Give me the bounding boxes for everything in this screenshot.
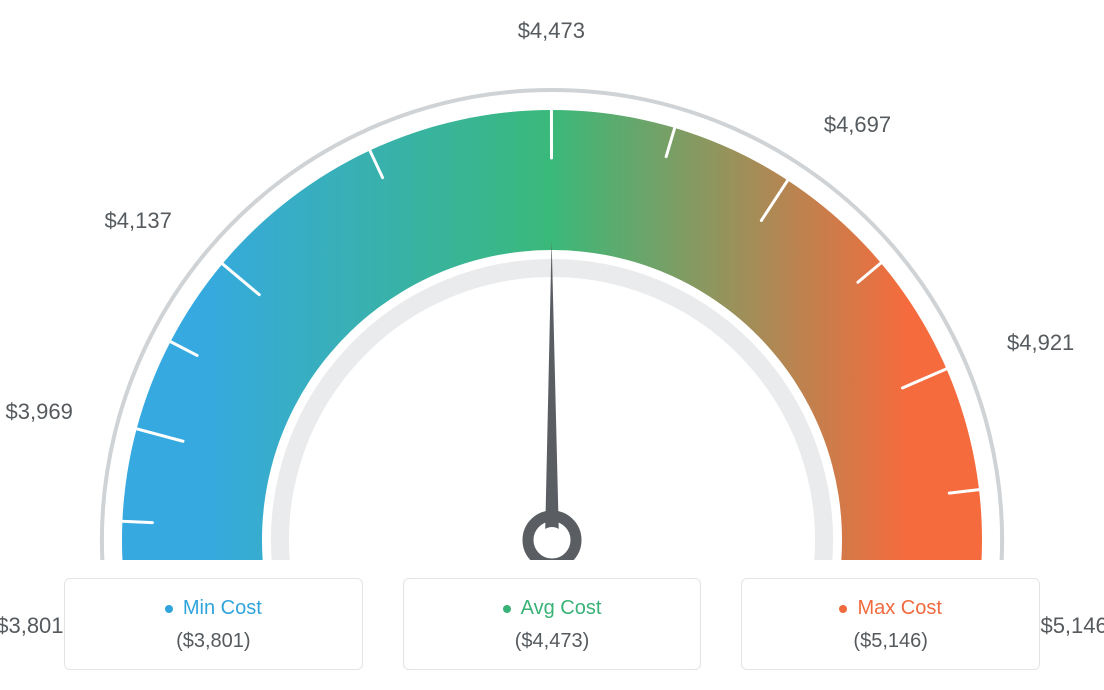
gauge-tick-label: $5,146 — [1040, 613, 1104, 639]
gauge-tick-label: $3,969 — [6, 399, 73, 425]
gauge-svg — [0, 0, 1104, 560]
legend-title-min: Min Cost — [165, 597, 262, 620]
legend-avg-label: Avg Cost — [521, 597, 602, 620]
legend-title-avg: Avg Cost — [503, 597, 602, 620]
legend-row: Min Cost ($3,801) Avg Cost ($4,473) Max … — [64, 578, 1040, 670]
dot-icon — [165, 605, 173, 613]
dot-icon — [839, 605, 847, 613]
gauge-tick-label: $3,801 — [0, 613, 64, 639]
legend-card-min: Min Cost ($3,801) — [64, 578, 363, 670]
legend-min-value: ($3,801) — [81, 630, 346, 653]
gauge-area: $3,801$3,969$4,137$4,473$4,697$4,921$5,1… — [0, 0, 1104, 560]
legend-max-value: ($5,146) — [758, 630, 1023, 653]
legend-card-avg: Avg Cost ($4,473) — [403, 578, 702, 670]
gauge-tick-label: $4,473 — [518, 18, 585, 44]
legend-max-label: Max Cost — [857, 597, 941, 620]
legend-card-max: Max Cost ($5,146) — [741, 578, 1040, 670]
legend-min-label: Min Cost — [183, 597, 262, 620]
legend-title-max: Max Cost — [839, 597, 941, 620]
gauge-tick-label: $4,697 — [824, 112, 891, 138]
dot-icon — [503, 605, 511, 613]
legend-avg-value: ($4,473) — [420, 630, 685, 653]
gauge-tick-label: $4,137 — [105, 208, 172, 234]
gauge-tick-label: $4,921 — [1007, 330, 1074, 356]
cost-gauge-chart: $3,801 $3,969 $4,137 $4,473 $4,697 $4,921 $5,1… — [0, 0, 1104, 690]
